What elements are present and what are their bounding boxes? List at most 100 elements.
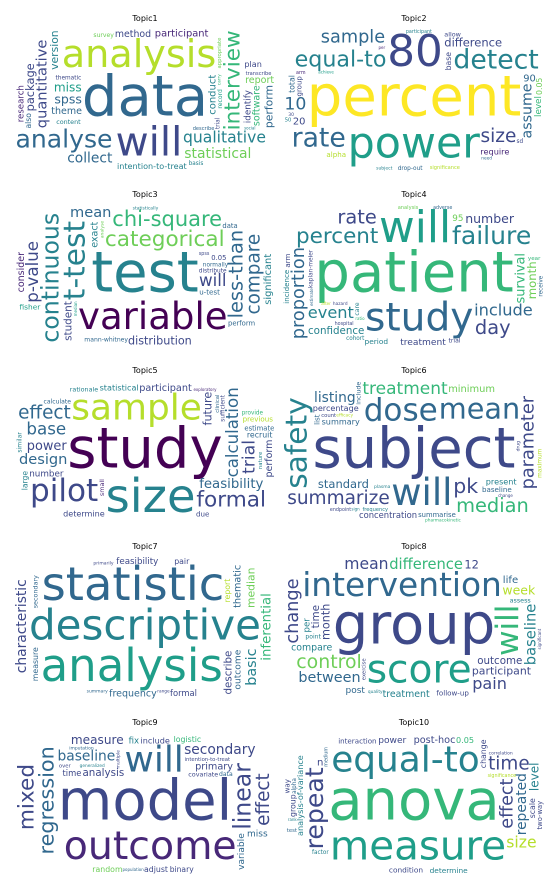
- cloud-word: characteristic: [14, 579, 30, 673]
- topic-title: Topic8: [401, 542, 427, 551]
- cloud-word: analysis: [41, 639, 223, 692]
- cloud-word: basis: [189, 161, 204, 167]
- cloud-word: recruit: [247, 431, 273, 440]
- cloud-word: participant: [472, 665, 532, 678]
- cloud-word: conduct: [207, 75, 218, 115]
- cloud-word: statistically: [133, 206, 159, 212]
- cloud-word: categorical: [105, 227, 225, 252]
- cloud-word: pain: [472, 674, 507, 693]
- cloud-word: kaplan-meier: [309, 249, 315, 288]
- cloud-word: change: [479, 739, 488, 768]
- cloud-word: hazard: [333, 301, 348, 307]
- cloud-word: survival: [514, 253, 529, 304]
- cloud-word: consider: [16, 252, 27, 293]
- cloud-word: patient: [314, 241, 513, 306]
- cloud-word: sufficient: [220, 394, 226, 421]
- cloud-word: design: [19, 451, 67, 468]
- cloud-word: student: [62, 301, 74, 341]
- cloud-word: analyse: [100, 221, 106, 239]
- cloud-word: software: [252, 85, 263, 126]
- cloud-word: period: [365, 337, 389, 346]
- cloud-word: test: [287, 828, 297, 834]
- cloud-word: mean: [70, 204, 111, 221]
- cloud-word: median: [73, 301, 78, 316]
- cloud-word: subject: [313, 417, 516, 482]
- cloud-word: mean: [439, 392, 520, 426]
- cloud-word: alpha: [292, 778, 298, 794]
- cloud-word: measure: [71, 733, 124, 747]
- topic-title: Topic1: [132, 14, 158, 23]
- cloud-word: factor: [312, 850, 329, 856]
- cloud-word: month: [525, 261, 539, 299]
- cloud-word: confidence: [308, 325, 364, 337]
- cloud-word: analyse: [16, 124, 113, 153]
- cloud-word: determine: [430, 866, 469, 875]
- cloud-word: day: [475, 316, 511, 339]
- cloud-word: analysis-of-variance: [295, 755, 305, 836]
- cloud-word: adjust: [144, 865, 168, 874]
- cloud-word: social: [244, 125, 255, 130]
- cloud-word: median: [456, 494, 529, 517]
- cloud-word: u-test: [199, 287, 220, 296]
- topic-title: Topic5: [132, 366, 158, 375]
- topic-panel: Topic9 model outcome will regression linear mi…: [14, 716, 276, 876]
- cloud-word: t-test: [58, 221, 93, 300]
- cloud-word: study: [365, 296, 473, 341]
- word-cloud: descriptive statistic analysis inferential f…: [14, 556, 276, 700]
- cloud-word: content: [56, 118, 81, 126]
- cloud-word: outcome: [477, 655, 522, 667]
- cloud-word: exact: [90, 221, 101, 247]
- cloud-word: anova: [328, 769, 500, 834]
- cloud-word: will: [391, 471, 452, 514]
- cloud-word: participant: [406, 29, 432, 35]
- cloud-word: summary: [87, 689, 109, 695]
- cloud-word: medium: [323, 747, 329, 767]
- cloud-word: month: [320, 604, 333, 640]
- cloud-word: trial: [215, 117, 221, 129]
- topic-title: Topic4: [401, 190, 427, 199]
- cloud-word: data: [222, 222, 237, 230]
- cloud-word: number: [29, 469, 64, 479]
- cloud-word: 20: [293, 117, 306, 128]
- cloud-word: regression: [34, 746, 58, 854]
- cloud-word: intervention: [302, 566, 502, 604]
- cloud-word: difference: [444, 35, 502, 49]
- cloud-word: previous: [243, 414, 274, 423]
- cloud-word: per: [379, 45, 386, 50]
- cloud-word: thematic: [56, 75, 82, 81]
- cloud-word: will: [116, 118, 183, 166]
- cloud-word: require: [480, 147, 509, 157]
- cloud-word: sample: [71, 387, 202, 428]
- cloud-word: record: [217, 89, 224, 109]
- cloud-word: 0.05: [456, 735, 474, 745]
- cloud-word: interview: [221, 30, 246, 130]
- cloud-word: total: [287, 75, 296, 93]
- cloud-word: concentration: [359, 510, 417, 520]
- cloud-word: logistic: [174, 735, 202, 744]
- cloud-word: pilot: [30, 473, 98, 509]
- cloud-word: statistic: [42, 557, 225, 611]
- cloud-word: miss: [54, 80, 82, 94]
- cloud-word: perform: [264, 440, 275, 478]
- cloud-word: effect: [498, 778, 518, 828]
- cloud-word: size: [106, 469, 196, 523]
- cloud-word: scale: [528, 798, 537, 818]
- cloud-word: interaction: [338, 736, 376, 745]
- cloud-word: post-hoc: [414, 735, 456, 746]
- cloud-word: analysis: [83, 767, 125, 779]
- topic-panel: Topic1 data will analysis analyse qualitative…: [14, 12, 276, 172]
- cloud-word: 0.05: [211, 254, 226, 262]
- cloud-word: count: [321, 413, 336, 419]
- cloud-word: feasibility: [116, 557, 158, 567]
- cloud-word: determine: [63, 508, 105, 518]
- cloud-word: sign: [351, 506, 360, 511]
- cloud-word: pk: [453, 474, 478, 498]
- cloud-word: drug: [515, 441, 521, 452]
